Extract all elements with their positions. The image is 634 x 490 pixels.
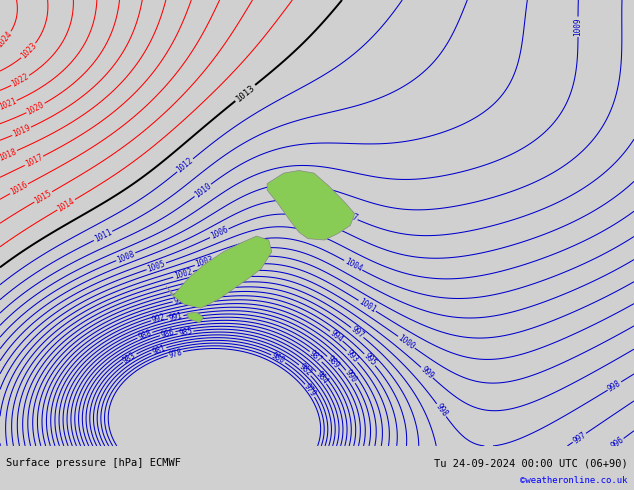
Text: 1009: 1009 bbox=[574, 18, 583, 36]
Text: 1011: 1011 bbox=[93, 228, 113, 244]
Text: 1003: 1003 bbox=[195, 255, 215, 270]
Text: 997: 997 bbox=[571, 430, 588, 445]
Text: ©weatheronline.co.uk: ©weatheronline.co.uk bbox=[520, 476, 628, 485]
Text: 1002: 1002 bbox=[173, 268, 193, 281]
Text: 1020: 1020 bbox=[25, 100, 46, 117]
Text: 990: 990 bbox=[343, 368, 358, 385]
Text: 986: 986 bbox=[160, 327, 176, 340]
Text: 993: 993 bbox=[344, 348, 360, 365]
Text: 992: 992 bbox=[151, 312, 167, 325]
Text: 999: 999 bbox=[418, 365, 435, 381]
Text: 1001: 1001 bbox=[357, 297, 377, 315]
Text: 991: 991 bbox=[168, 311, 183, 323]
Text: 987: 987 bbox=[307, 348, 324, 365]
Text: 1017: 1017 bbox=[23, 153, 44, 169]
Text: 1014: 1014 bbox=[56, 196, 76, 214]
Text: 1016: 1016 bbox=[9, 180, 29, 197]
Text: 1022: 1022 bbox=[10, 72, 30, 89]
Text: 1015: 1015 bbox=[33, 188, 53, 205]
Text: 988: 988 bbox=[137, 328, 153, 342]
Text: 982: 982 bbox=[297, 362, 313, 378]
Text: 998: 998 bbox=[606, 379, 623, 393]
Text: 1000: 1000 bbox=[396, 333, 417, 351]
Text: 1006: 1006 bbox=[209, 225, 230, 241]
Text: 981: 981 bbox=[151, 343, 167, 357]
Text: 978: 978 bbox=[167, 347, 183, 360]
Text: Surface pressure [hPa] ECMWF: Surface pressure [hPa] ECMWF bbox=[6, 458, 181, 468]
Text: 1023: 1023 bbox=[19, 41, 39, 61]
Text: 989: 989 bbox=[325, 354, 341, 370]
Text: 997: 997 bbox=[349, 324, 366, 340]
Text: 1007: 1007 bbox=[338, 208, 358, 223]
Text: 1024: 1024 bbox=[0, 29, 14, 49]
Text: 1018: 1018 bbox=[0, 147, 18, 163]
Text: 995: 995 bbox=[362, 351, 378, 368]
Text: 1019: 1019 bbox=[11, 123, 32, 139]
Text: 983: 983 bbox=[121, 350, 138, 366]
Text: 996: 996 bbox=[172, 294, 188, 306]
Text: 985: 985 bbox=[178, 327, 193, 338]
Polygon shape bbox=[166, 236, 272, 308]
Text: 1021: 1021 bbox=[0, 97, 18, 112]
Text: 984: 984 bbox=[314, 369, 329, 386]
Text: 1012: 1012 bbox=[175, 156, 195, 174]
Text: 979: 979 bbox=[302, 382, 318, 399]
Text: Tu 24-09-2024 00:00 UTC (06+90): Tu 24-09-2024 00:00 UTC (06+90) bbox=[434, 458, 628, 468]
Text: 1005: 1005 bbox=[146, 259, 167, 273]
Text: 1008: 1008 bbox=[115, 249, 136, 265]
Text: 994: 994 bbox=[328, 328, 345, 344]
Text: 996: 996 bbox=[609, 436, 626, 451]
Text: 1010: 1010 bbox=[193, 181, 213, 199]
Text: 1004: 1004 bbox=[343, 257, 363, 273]
Polygon shape bbox=[187, 312, 204, 322]
Text: 998: 998 bbox=[434, 402, 449, 418]
Polygon shape bbox=[267, 171, 355, 240]
Text: 980: 980 bbox=[270, 351, 287, 366]
Text: 1013: 1013 bbox=[234, 83, 256, 103]
